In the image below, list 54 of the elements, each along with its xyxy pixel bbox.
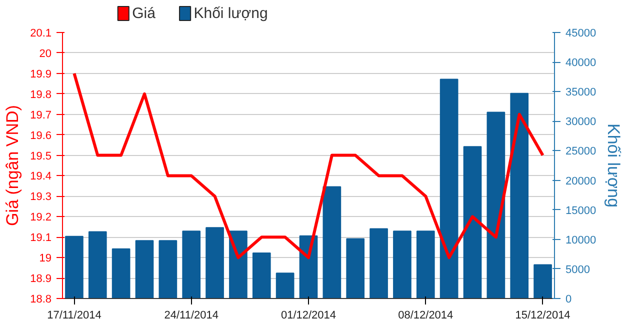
- y2-tick-label: 45000: [566, 28, 596, 40]
- bar: [65, 236, 84, 298]
- y-tick-label: 19.5: [30, 150, 52, 162]
- x-tick-label: 08/12/2014: [398, 310, 454, 322]
- x-tick-label: 24/11/2014: [164, 310, 218, 322]
- y-tick-label: 20.1: [30, 28, 52, 40]
- bar: [322, 186, 342, 298]
- legend-label: Khối lượng: [194, 5, 268, 22]
- x-tick-label: 17/11/2014: [47, 310, 102, 322]
- y-axis-title: Giá (ngân VND): [3, 105, 22, 226]
- y-tick-label: 19.1: [30, 232, 52, 244]
- bar: [206, 227, 224, 298]
- y2-tick-label: 0: [566, 294, 572, 306]
- bar: [112, 248, 130, 298]
- y-tick-label: 18.9: [30, 273, 52, 286]
- y2-tick-label: 5000: [566, 264, 590, 276]
- bar: [229, 230, 248, 298]
- y2-tick-label: 20000: [566, 175, 596, 188]
- bar: [370, 228, 388, 298]
- bar: [416, 230, 435, 298]
- x-tick-label: 01/12/2014: [280, 310, 336, 322]
- y-tick-label: 19.9: [30, 68, 52, 80]
- bar: [463, 146, 482, 298]
- y-tick-label: 19.2: [30, 212, 52, 224]
- y-tick-label: 19.7: [30, 109, 52, 122]
- y2-tick-label: 40000: [566, 57, 596, 70]
- bar: [135, 240, 154, 298]
- y2-tick-label: 10000: [566, 234, 596, 246]
- y-tick-label: 19.3: [30, 191, 52, 204]
- legend-label: Giá: [132, 5, 156, 22]
- bar: [158, 240, 178, 298]
- y2-tick-label: 35000: [566, 86, 596, 99]
- bar: [346, 238, 365, 298]
- y-tick-label: 18.8: [30, 294, 52, 306]
- bar: [88, 231, 107, 298]
- bar: [486, 112, 506, 298]
- y2-tick-label: 30000: [566, 116, 596, 128]
- y2-axis-title: Khối lượng: [604, 124, 624, 208]
- bar: [510, 92, 529, 298]
- y-tick-label: 19.8: [30, 88, 52, 101]
- x-tick-label: 15/12/2014: [515, 310, 570, 322]
- line-series: [72, 72, 544, 260]
- y-tick-label: 20: [39, 48, 52, 60]
- bar: [440, 78, 458, 298]
- bar: [534, 264, 552, 298]
- y-tick-label: 19.6: [30, 130, 52, 142]
- bar: [182, 230, 201, 298]
- y-tick-label: 19.4: [30, 170, 52, 183]
- bar: [252, 252, 271, 298]
- y2-tick-label: 25000: [566, 146, 596, 158]
- y-tick-label: 19: [39, 252, 52, 265]
- bar: [276, 272, 294, 298]
- bar: [393, 230, 412, 298]
- y2-tick-label: 15000: [566, 204, 596, 217]
